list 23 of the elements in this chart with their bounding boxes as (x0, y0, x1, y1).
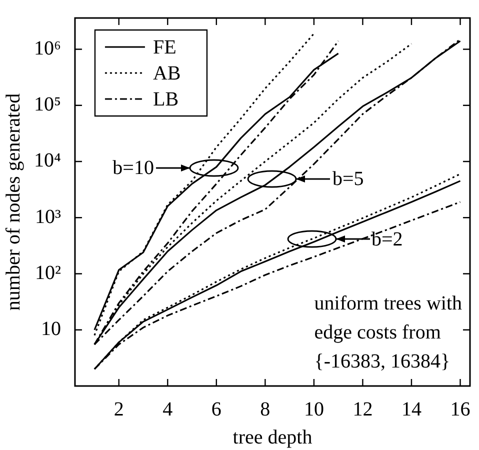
y-tick-label: 10³ (34, 206, 61, 228)
x-axis-title: tree depth (232, 426, 312, 448)
x-tick-label: 4 (162, 398, 173, 420)
y-axis-title: number of nodes generated (2, 93, 24, 311)
annotation: b=2 (372, 228, 403, 251)
y-tick-label: 10⁴ (34, 150, 61, 172)
x-tick-label: 12 (352, 398, 373, 420)
x-tick-label: 2 (114, 398, 124, 420)
x-tick-label: 10 (304, 398, 324, 420)
y-tick-label: 10² (34, 262, 61, 284)
annotation: b=5 (332, 168, 364, 190)
x-tick-label: 16 (450, 398, 470, 420)
x-tick-label: 14 (401, 398, 422, 420)
legend-label: LB (152, 88, 179, 110)
annotation: b=10 (112, 157, 154, 180)
y-tick-label: 10 (40, 318, 61, 340)
annotation: uniform trees with edge costs from {-16383, 16384} (314, 292, 462, 372)
legend-label: AB (152, 62, 181, 84)
y-tick-label: 10⁵ (34, 94, 61, 116)
x-tick-label: 8 (260, 398, 270, 420)
y-tick-label: 10⁶ (34, 37, 61, 60)
legend-label: FE (152, 36, 176, 58)
x-tick-label: 6 (211, 398, 222, 420)
